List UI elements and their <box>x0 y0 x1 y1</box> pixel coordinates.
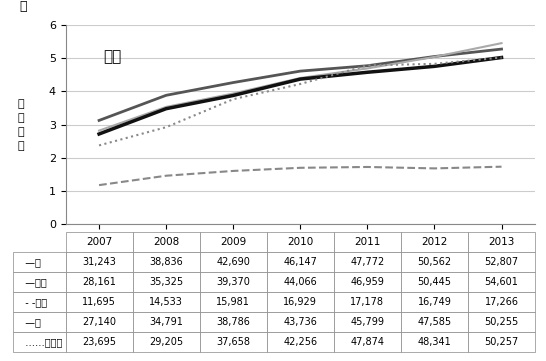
Text: 男性: 男性 <box>103 49 121 64</box>
Y-axis label: 全
登
録
数: 全 登 録 数 <box>17 99 24 151</box>
Text: 万: 万 <box>20 0 27 13</box>
